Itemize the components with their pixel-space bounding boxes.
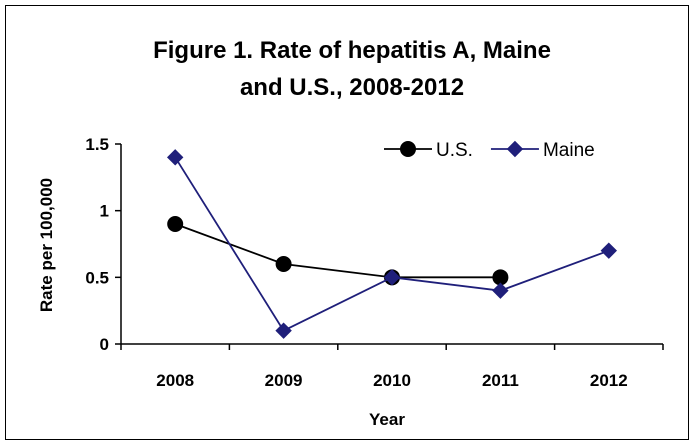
chart-frame: Figure 1. Rate of hepatitis A, Maine and… (5, 5, 689, 440)
chart-title-line-1: Figure 1. Rate of hepatitis A, Maine (153, 37, 551, 64)
axes (115, 143, 664, 350)
series-line-u-s (174, 223, 501, 279)
legend: U.S. Maine (384, 140, 595, 161)
x-tick-label: 2009 (265, 371, 303, 390)
y-tick-label: 1 (100, 202, 109, 221)
legend-marker-maine (506, 140, 524, 158)
data-point-maine (600, 242, 618, 259)
y-axis-label: Rate per 100,000 (37, 178, 56, 312)
legend-item-maine: Maine (490, 140, 595, 161)
data-point-maine (492, 282, 509, 299)
data-point-maine (275, 322, 292, 339)
series-layer (166, 149, 618, 339)
legend-item-u-s: U.S. (384, 140, 473, 161)
legend-label-maine: Maine (543, 140, 595, 161)
y-tick-label: 0 (100, 335, 109, 354)
y-tick-label: 1.5 (85, 135, 109, 154)
x-axis-label: Year (369, 410, 405, 429)
tick-labels: 0 0.5 1 1.5 2008 2009 2010 2011 2012 (85, 135, 627, 390)
data-point-maine (166, 149, 184, 166)
data-point-u-s (275, 256, 292, 272)
x-tick-label: 2010 (373, 371, 411, 390)
x-tick-label: 2011 (482, 371, 519, 390)
x-tick-label: 2008 (156, 371, 194, 390)
legend-label-u-s: U.S. (436, 140, 473, 161)
x-tick-label: 2012 (590, 371, 628, 390)
legend-marker-u-s (400, 141, 416, 157)
data-point-u-s (167, 216, 184, 232)
data-point-maine (383, 269, 401, 286)
series-line-maine (174, 156, 610, 332)
line-chart: Figure 1. Rate of hepatitis A, Maine and… (37, 37, 664, 429)
series-maine (166, 149, 618, 339)
y-tick-label: 0.5 (85, 268, 109, 287)
chart-title-line-2: and U.S., 2008-2012 (240, 74, 464, 101)
